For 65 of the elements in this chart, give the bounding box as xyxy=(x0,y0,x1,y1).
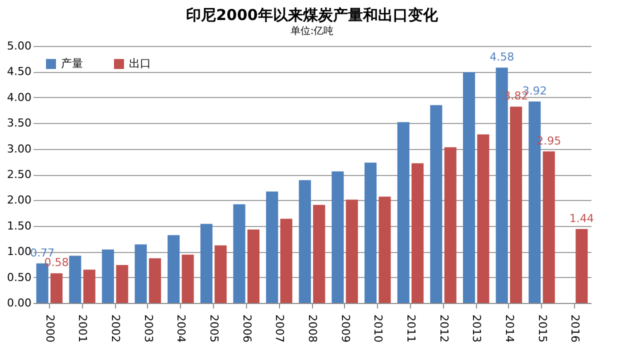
bar xyxy=(412,163,424,303)
y-tick-label: 0.00 xyxy=(7,296,32,310)
bar xyxy=(332,171,344,303)
y-tick-label: 1.50 xyxy=(7,219,32,232)
x-tick-label: 2006 xyxy=(240,314,254,342)
x-tick-label: 2000 xyxy=(43,314,56,342)
bar xyxy=(444,147,456,303)
y-tick-label: 2.50 xyxy=(7,168,32,181)
y-tick-label: 4.00 xyxy=(7,90,32,104)
legend-label: 产量 xyxy=(61,57,83,70)
x-tick-label: 2002 xyxy=(109,314,122,342)
x-tick-label: 2009 xyxy=(338,314,352,342)
bar xyxy=(364,162,377,303)
bar xyxy=(214,245,227,303)
bar xyxy=(298,180,311,303)
bar xyxy=(378,196,391,303)
bar xyxy=(134,244,147,303)
bar xyxy=(477,134,490,303)
bar xyxy=(542,151,555,303)
x-tick-label: 2005 xyxy=(208,314,221,342)
bar xyxy=(462,72,476,303)
bar xyxy=(83,270,96,303)
x-tick-label: 2001 xyxy=(76,314,90,342)
y-tick-label: 3.50 xyxy=(7,116,32,130)
bar xyxy=(576,228,588,303)
bar xyxy=(346,200,358,303)
data-label: 4.58 xyxy=(490,50,514,64)
x-tick-label: 2007 xyxy=(273,314,286,342)
x-tick-label: 2014 xyxy=(502,314,516,342)
y-tick-label: 4.50 xyxy=(7,65,32,78)
bar xyxy=(102,250,114,303)
legend-label: 出口 xyxy=(129,57,151,70)
bar xyxy=(233,204,246,303)
y-tick-label: 2.00 xyxy=(7,194,32,207)
x-tick-label: 2013 xyxy=(470,314,484,342)
y-tick-label: 1.00 xyxy=(7,245,32,258)
bar xyxy=(430,105,442,303)
bar xyxy=(168,235,180,303)
x-tick-label: 2004 xyxy=(174,314,188,342)
x-tick-label: 2015 xyxy=(536,314,549,342)
bar xyxy=(182,254,194,303)
x-tick-label: 2012 xyxy=(437,314,450,342)
x-tick-label: 2010 xyxy=(372,314,385,342)
bar xyxy=(69,256,82,303)
bar xyxy=(397,122,410,303)
bar xyxy=(280,218,292,303)
chart-subtitle: 单位:亿吨 xyxy=(290,25,334,37)
bar xyxy=(313,204,326,303)
y-tick-label: 0.50 xyxy=(7,270,32,284)
bar xyxy=(200,224,212,303)
data-label: 1.44 xyxy=(569,212,594,225)
data-label: 0.58 xyxy=(44,256,69,270)
bar xyxy=(510,106,522,303)
bar xyxy=(116,264,128,303)
chart-title: 印尼2000年以来煤炭产量和出口变化 xyxy=(186,6,439,24)
x-tick-label: 2016 xyxy=(568,314,582,342)
x-tick-label: 2003 xyxy=(142,314,155,342)
y-tick-label: 5.00 xyxy=(7,40,32,52)
bar xyxy=(247,230,260,303)
bar xyxy=(148,258,162,303)
x-tick-label: 2011 xyxy=(404,314,418,342)
y-tick-label: 3.00 xyxy=(7,142,32,156)
x-tick-label: 2008 xyxy=(306,314,319,342)
bar xyxy=(50,273,63,303)
bar xyxy=(266,191,278,303)
